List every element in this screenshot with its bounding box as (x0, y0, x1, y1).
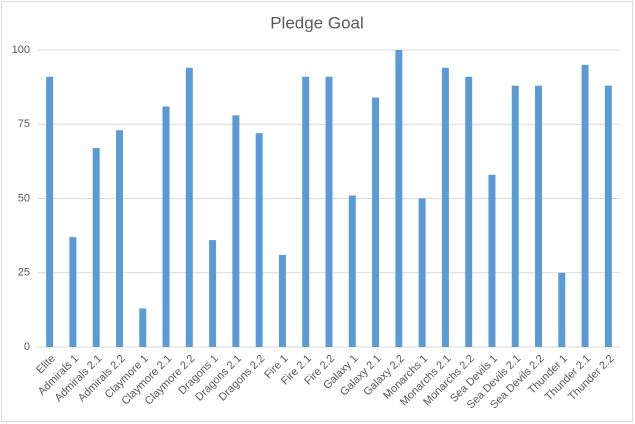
bar (558, 272, 566, 347)
bar (441, 67, 449, 347)
bar (604, 85, 612, 347)
bar (348, 195, 356, 347)
bar (255, 133, 263, 347)
bar (232, 115, 240, 347)
bar (418, 198, 426, 347)
y-tick-label: 100 (12, 44, 30, 56)
bar (185, 67, 193, 347)
bar (46, 76, 54, 347)
bar (465, 76, 473, 347)
bar (325, 76, 333, 347)
bar (488, 174, 496, 347)
bar (162, 106, 170, 348)
y-tick-label: 25 (18, 267, 30, 279)
bar (395, 50, 403, 347)
bar (372, 97, 380, 348)
bar (581, 64, 589, 347)
bar (278, 254, 286, 347)
y-tick-label: 0 (24, 341, 30, 353)
bar (302, 76, 310, 347)
chart-title: Pledge Goal (270, 13, 364, 32)
bar (69, 237, 77, 347)
bar (92, 148, 100, 347)
bar (535, 85, 543, 347)
bar (209, 240, 217, 347)
y-tick-label: 50 (18, 192, 30, 204)
bar (139, 308, 147, 347)
bar (115, 130, 123, 347)
y-tick-label: 75 (18, 118, 30, 130)
bar (511, 85, 519, 347)
